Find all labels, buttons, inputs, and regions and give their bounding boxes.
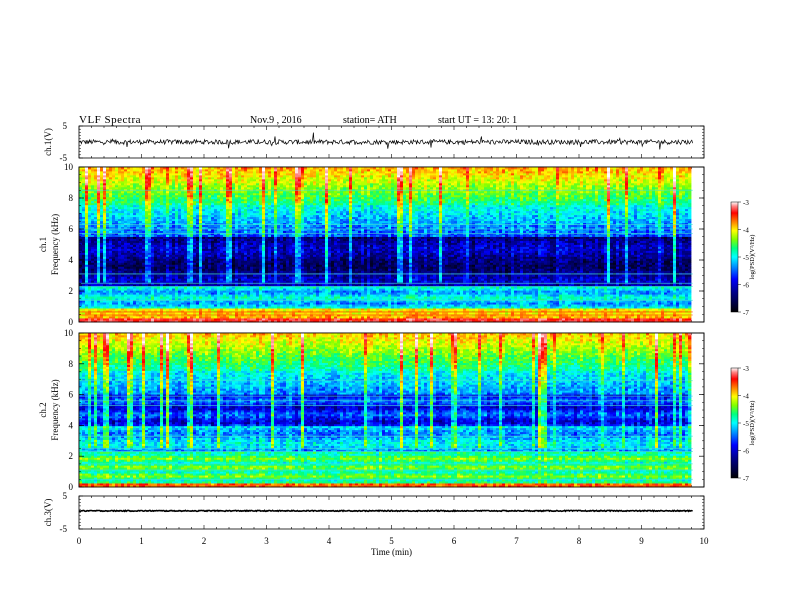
y-tick-label: 5 [63,121,68,131]
spectrogram-ch1 [79,167,693,322]
trace-ch1v [79,133,693,150]
panel-frame-4 [79,496,704,529]
panel-frame-1 [79,126,704,158]
y-axis-label: ch.1(V) [43,128,53,156]
